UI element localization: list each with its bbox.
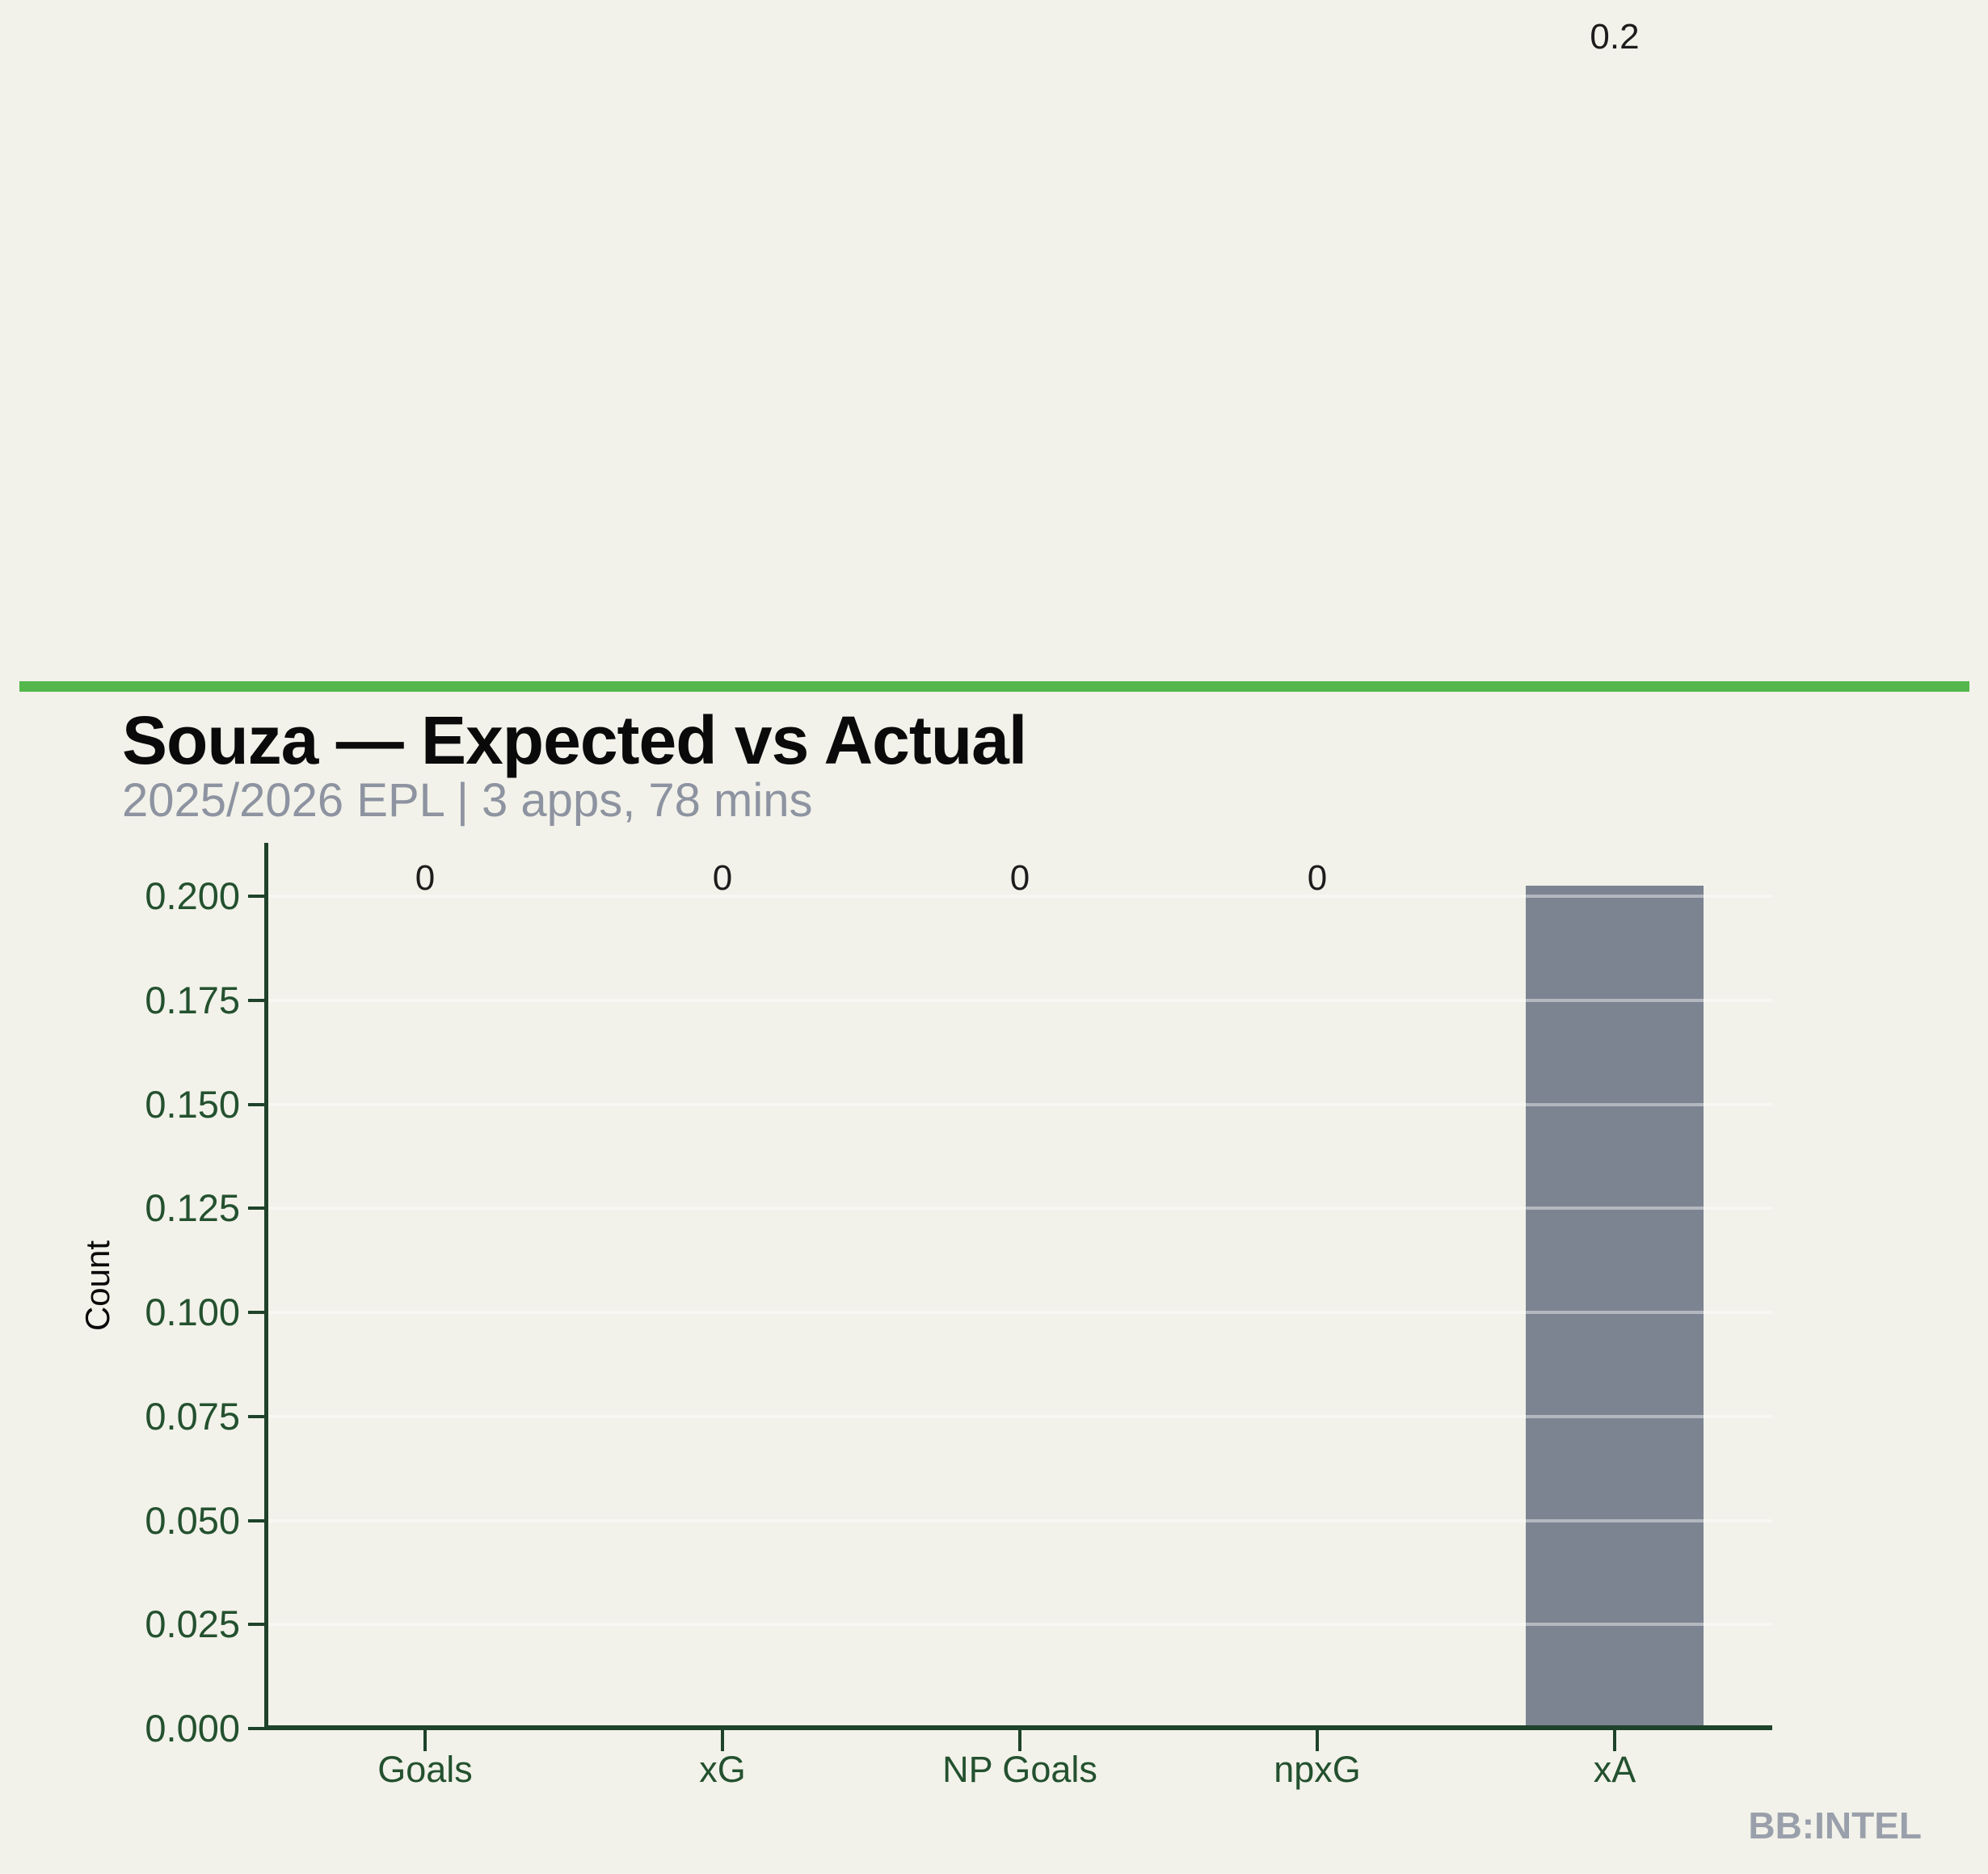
bar-value-label: 0.2 bbox=[1590, 17, 1640, 57]
y-tick-mark bbox=[248, 1727, 267, 1730]
y-tick-mark bbox=[248, 998, 267, 1002]
y-tick-mark bbox=[248, 1623, 267, 1627]
y-tick-mark bbox=[248, 1414, 267, 1418]
y-gridline bbox=[267, 1414, 1772, 1418]
x-tick-label: Goals bbox=[377, 1749, 473, 1790]
y-gridline bbox=[267, 895, 1772, 898]
y-tick-label: 0.000 bbox=[145, 1707, 240, 1750]
y-gridline bbox=[267, 1102, 1772, 1106]
y-gridline bbox=[267, 1207, 1772, 1211]
chart-title: Souza — Expected vs Actual bbox=[122, 702, 1027, 778]
bar-value-label: 0 bbox=[712, 858, 733, 898]
chart-subtitle: 2025/2026 EPL | 3 apps, 78 mins bbox=[122, 774, 813, 827]
y-tick-label: 0.100 bbox=[145, 1291, 240, 1333]
x-tick-label: NP Goals bbox=[942, 1749, 1097, 1790]
bar-xa bbox=[1526, 886, 1704, 1729]
x-tick-label: xA bbox=[1593, 1749, 1636, 1790]
y-gridline bbox=[267, 1311, 1772, 1314]
bar-value-label: 0 bbox=[1009, 858, 1030, 898]
y-gridline bbox=[267, 1623, 1772, 1627]
y-tick-label: 0.150 bbox=[145, 1082, 240, 1126]
x-tick-label: npxG bbox=[1274, 1749, 1361, 1790]
x-tick-mark bbox=[721, 1730, 724, 1751]
y-gridline bbox=[267, 1518, 1772, 1522]
y-tick-mark bbox=[248, 1102, 267, 1106]
x-tick-mark bbox=[423, 1730, 427, 1751]
x-tick-label: xG bbox=[699, 1749, 746, 1790]
y-tick-label: 0.050 bbox=[145, 1498, 240, 1542]
accent-rule bbox=[19, 681, 1969, 692]
y-gridline bbox=[267, 998, 1772, 1002]
bar-value-label: 0 bbox=[415, 858, 436, 898]
y-tick-label: 0.175 bbox=[145, 978, 240, 1021]
x-axis-spine bbox=[264, 1725, 1772, 1730]
y-tick-label: 0.075 bbox=[145, 1394, 240, 1438]
y-axis-title: Count bbox=[78, 1240, 116, 1332]
y-tick-label: 0.200 bbox=[145, 874, 240, 917]
y-tick-label: 0.025 bbox=[145, 1602, 240, 1646]
x-tick-mark bbox=[1613, 1730, 1616, 1751]
bar-value-label: 0 bbox=[1307, 858, 1328, 898]
y-tick-label: 0.125 bbox=[145, 1186, 240, 1230]
x-tick-mark bbox=[1316, 1730, 1319, 1751]
y-tick-mark bbox=[248, 1311, 267, 1314]
y-axis-spine bbox=[264, 843, 268, 1730]
x-tick-mark bbox=[1018, 1730, 1021, 1751]
y-tick-mark bbox=[248, 1207, 267, 1211]
watermark-logo: BB:INTEL bbox=[1748, 1805, 1922, 1847]
y-tick-mark bbox=[248, 895, 267, 898]
y-tick-mark bbox=[248, 1518, 267, 1522]
